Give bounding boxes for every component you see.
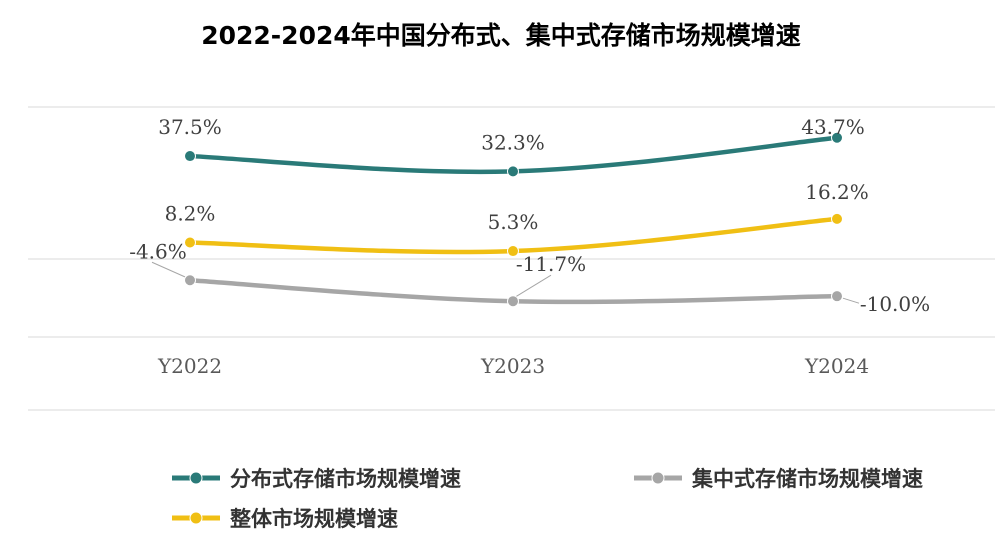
data-label-overall: 5.3% bbox=[488, 210, 539, 234]
leader-line bbox=[842, 297, 860, 304]
data-label-overall: 16.2% bbox=[805, 180, 869, 204]
data-point-distributed bbox=[831, 131, 843, 144]
x-tick-label: Y2024 bbox=[804, 354, 869, 378]
legend-label-overall: 整体市场规模增速 bbox=[230, 507, 398, 531]
data-point-centralized bbox=[507, 295, 519, 308]
legend-label-distributed: 分布式存储市场规模增速 bbox=[230, 467, 461, 491]
leader-line bbox=[514, 274, 552, 298]
data-label-centralized: -11.7% bbox=[516, 252, 586, 276]
data-label-centralized: -10.0% bbox=[860, 292, 930, 316]
x-axis-tick-labels: Y2022 Y2023 Y2024 bbox=[157, 354, 869, 378]
leader-line bbox=[151, 261, 189, 279]
data-label-distributed: 37.5% bbox=[158, 115, 222, 139]
data-point-overall bbox=[507, 245, 519, 258]
data-labels: 37.5% 32.3% 43.7% -4.6% -11.7% -10.0% 8.2% 5.3%… bbox=[129, 115, 930, 316]
data-label-distributed: 43.7% bbox=[801, 115, 865, 139]
x-tick-label: Y2023 bbox=[480, 354, 545, 378]
data-label-distributed: 32.3% bbox=[481, 130, 545, 154]
data-point-overall bbox=[184, 236, 196, 249]
data-point-centralized bbox=[831, 290, 843, 303]
label-leader-lines bbox=[151, 261, 860, 304]
legend-label-centralized: 集中式存储市场规模增速 bbox=[691, 467, 923, 491]
legend-swatch-marker bbox=[651, 471, 665, 485]
data-point-distributed bbox=[507, 165, 519, 178]
data-point-centralized bbox=[184, 274, 196, 287]
data-point-overall bbox=[831, 212, 843, 225]
data-label-overall: 8.2% bbox=[165, 201, 216, 225]
legend-swatch-marker bbox=[189, 471, 203, 485]
series-points bbox=[184, 131, 843, 308]
gridlines bbox=[28, 106, 995, 411]
legend-swatch-marker bbox=[189, 511, 203, 525]
data-label-centralized: -4.6% bbox=[129, 239, 187, 263]
x-tick-label: Y2022 bbox=[157, 354, 222, 378]
chart-title: 2022-2024年中国分布式、集中式存储市场规模增速 bbox=[201, 21, 801, 50]
data-point-distributed bbox=[184, 150, 196, 163]
